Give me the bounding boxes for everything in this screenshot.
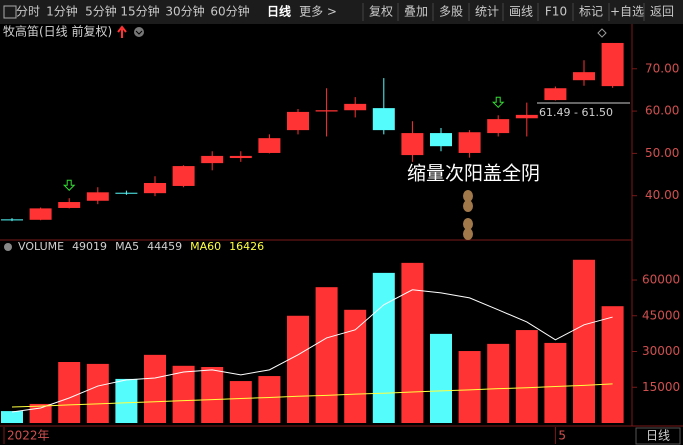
candle-body (287, 111, 309, 131)
ma-line (11, 383, 613, 408)
toolbar-button[interactable]: 复权 (369, 5, 393, 19)
candle-body (344, 103, 367, 111)
volume-bar (1, 411, 23, 423)
volume-bar (401, 262, 424, 423)
volume-bar (573, 259, 595, 423)
volume-bar (172, 365, 195, 423)
y-tick-label: 40.00 (645, 188, 679, 202)
candle-body (201, 155, 224, 164)
toolbar-bg (0, 0, 683, 24)
y-tick-label: 60000 (642, 273, 680, 287)
volume-bar (86, 363, 109, 423)
candle-body (515, 114, 538, 119)
volume-legend: VOLUME 49019 MA5 44459 MA60 16426 (18, 240, 264, 253)
toolbar-tab[interactable]: 分时 (16, 5, 40, 19)
x-tick-label: 5 (558, 429, 566, 443)
volume-bar (601, 306, 624, 423)
y-tick-label: 45000 (642, 308, 680, 322)
volume-bar (458, 351, 481, 423)
y-tick-label: 15000 (642, 380, 680, 394)
candle-body (1, 219, 23, 221)
ma-line (11, 289, 613, 413)
menu-icon[interactable] (3, 5, 17, 19)
y-tick-label: 60.00 (645, 104, 679, 118)
toolbar-tab[interactable]: 1分钟 (46, 4, 78, 19)
candle-body (315, 110, 338, 112)
candle-body (29, 208, 52, 220)
toolbar-button[interactable]: 画线 (509, 5, 533, 19)
y-tick-label: 50.00 (645, 146, 679, 160)
dropdown-chevron (135, 30, 143, 35)
toolbar-button[interactable]: 标记 (579, 5, 603, 19)
legend-value: 16426 (229, 240, 264, 253)
candle-body (115, 192, 138, 194)
diamond-icon[interactable] (597, 28, 607, 38)
x-tick-label: 2022年 (7, 429, 50, 443)
volume-bar (315, 287, 338, 423)
candle-body (144, 183, 166, 194)
candle-body (430, 133, 452, 147)
volume-menu-icon[interactable] (4, 243, 12, 251)
toolbar-button[interactable]: F10 (545, 5, 567, 19)
volume-bar (144, 354, 166, 423)
legend-name: MA60 (190, 240, 221, 253)
volume-bar (487, 343, 510, 423)
toolbar-button[interactable]: 叠加 (404, 5, 428, 19)
toolbar-button[interactable]: 多股 (439, 5, 463, 19)
toolbar-button[interactable]: 统计 (475, 5, 499, 19)
annotation: 缩量次阳盖全阴 (407, 163, 540, 185)
volume-bar (115, 378, 138, 423)
candle-body (372, 108, 395, 131)
toolbar-tab[interactable]: 15分钟 (120, 4, 159, 19)
volume-bar (229, 381, 252, 423)
candle-body (229, 155, 252, 159)
toolbar-tab[interactable]: 5分钟 (85, 4, 117, 19)
volume-bar (201, 367, 224, 423)
period-label: 日线 (646, 429, 670, 443)
range-label: 61.49 - 61.50 (539, 106, 613, 119)
volume-bar (515, 330, 538, 423)
up-icon (117, 25, 127, 38)
candle-body (458, 132, 481, 153)
candle-body (544, 88, 567, 101)
legend-name: VOLUME (18, 240, 64, 253)
candle-body (258, 138, 281, 153)
chart-title: 牧高笛(日线 前复权) (3, 24, 112, 39)
toolbar-tab[interactable]: 更多 > (299, 5, 337, 19)
coin-icon (463, 218, 473, 240)
candle-body (487, 119, 510, 134)
period-box (635, 427, 681, 445)
candle-body (573, 72, 595, 81)
candle-body (172, 166, 195, 186)
candle-body (58, 202, 81, 208)
volume-bar (544, 342, 567, 423)
toolbar-button[interactable]: 返回 (650, 5, 674, 19)
volume-bar (58, 361, 81, 423)
toolbar-tab[interactable]: 30分钟 (165, 4, 204, 19)
signal-arrow (62, 179, 76, 191)
volume-bar (258, 376, 281, 423)
legend-name: MA5 (115, 240, 139, 253)
toolbar-tab[interactable]: 日线 (267, 4, 291, 19)
legend-value: 49019 (72, 240, 107, 253)
candle-body (601, 42, 624, 87)
candle-body (86, 192, 109, 201)
volume-bar (344, 309, 367, 423)
y-tick-label: 30000 (642, 344, 680, 358)
dropdown-icon[interactable] (134, 27, 144, 37)
toolbar-tab[interactable]: 60分钟 (210, 4, 249, 19)
y-tick-label: 70.00 (645, 61, 679, 75)
volume-bar (430, 333, 452, 423)
signal-arrow (491, 96, 505, 109)
volume-bar (372, 272, 395, 423)
coin-icon (463, 190, 473, 212)
candle-body (401, 133, 424, 156)
legend-value: 44459 (147, 240, 182, 253)
volume-bar (287, 315, 309, 423)
toolbar-button[interactable]: +自选 (610, 5, 644, 19)
